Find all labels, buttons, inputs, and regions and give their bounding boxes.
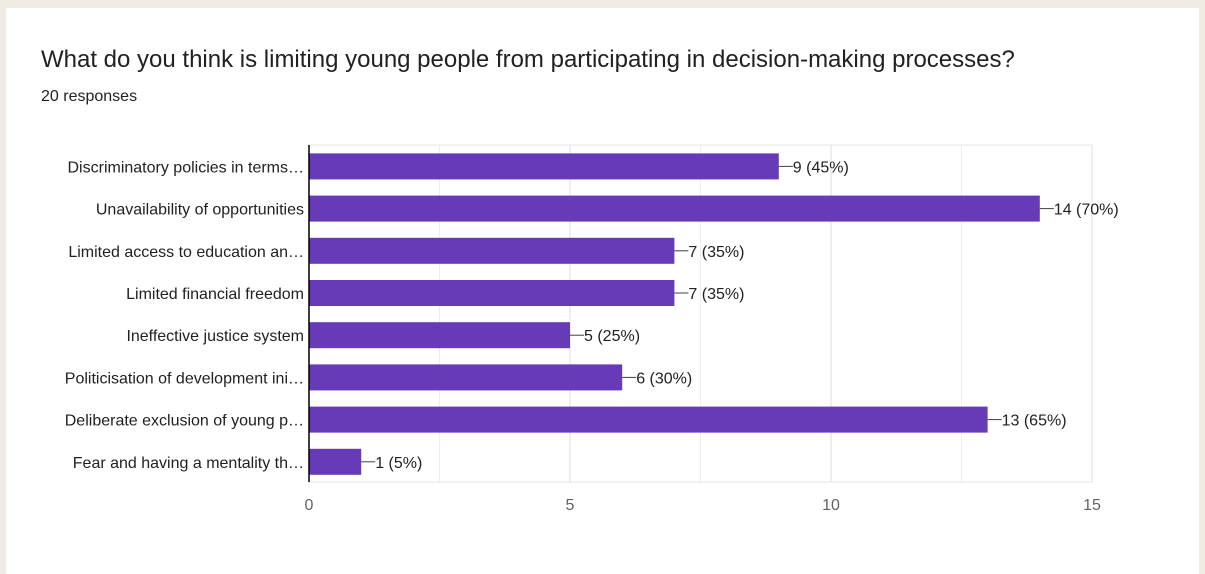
value-label: 13 (65%) <box>1002 413 1067 430</box>
bar <box>309 195 1040 222</box>
question-title: What do you think is limiting young peop… <box>41 46 1015 73</box>
bar <box>309 364 623 391</box>
x-tick-label: 15 <box>1083 497 1101 514</box>
value-label: 14 (70%) <box>1054 202 1119 219</box>
bar <box>309 406 988 433</box>
bar <box>309 237 675 264</box>
category-label: Unavailability of opportunities <box>96 202 304 219</box>
bar <box>309 448 362 475</box>
value-label: 7 (35%) <box>688 244 744 261</box>
category-label: Fear and having a mentality th… <box>73 455 304 472</box>
x-tick-label: 0 <box>305 497 314 514</box>
value-label: 6 (30%) <box>636 370 692 387</box>
axes: 0 5 10 15 <box>305 145 1101 514</box>
value-label: 1 (5%) <box>375 455 422 472</box>
category-label: Limited access to education an… <box>68 244 304 261</box>
value-label: 5 (25%) <box>584 328 640 345</box>
value-label: 9 (45%) <box>793 159 849 176</box>
category-label: Politicisation of development ini… <box>65 370 304 387</box>
labels: 9 (45%) Discriminatory policies in terms…… <box>65 159 1119 471</box>
bars <box>309 153 1040 475</box>
bar <box>309 280 675 306</box>
category-label: Limited financial freedom <box>126 286 304 303</box>
category-label: Discriminatory policies in terms… <box>68 159 305 176</box>
bar <box>309 322 570 349</box>
response-count: 20 responses <box>41 88 138 105</box>
value-label: 7 (35%) <box>688 286 744 303</box>
x-tick-label: 10 <box>822 497 840 514</box>
category-label: Deliberate exclusion of young p… <box>65 413 304 430</box>
bar <box>309 153 779 180</box>
category-label: Ineffective justice system <box>126 328 304 345</box>
x-tick-label: 5 <box>566 497 575 514</box>
